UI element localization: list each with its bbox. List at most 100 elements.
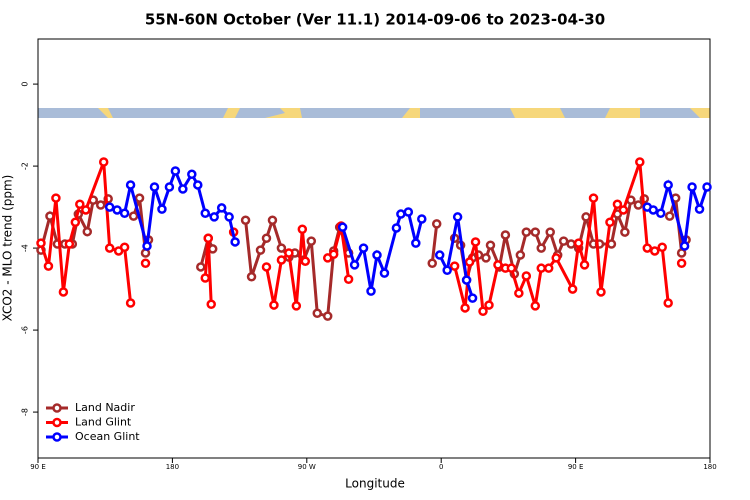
data-point (297, 224, 308, 234)
data-point (664, 211, 675, 221)
data-point (206, 299, 216, 310)
data-point (142, 241, 152, 251)
data-point (464, 257, 475, 267)
data-point (648, 205, 659, 215)
data-point (58, 287, 69, 297)
data-point (312, 308, 323, 319)
data-point (635, 157, 645, 167)
data-point (112, 205, 122, 215)
data-point (43, 261, 54, 271)
data-point (306, 236, 317, 246)
data-point (134, 193, 145, 203)
data-point (612, 199, 623, 209)
data-point (633, 200, 644, 210)
x-tick-label: 0 (439, 463, 443, 471)
data-point (187, 169, 197, 180)
data-point (566, 239, 576, 249)
data-point (521, 271, 532, 281)
data-point (620, 227, 630, 237)
data-point (515, 250, 526, 260)
data-point (493, 260, 503, 270)
data-point (411, 238, 421, 248)
data-point (679, 241, 690, 251)
data-point (403, 207, 414, 217)
data-point (514, 288, 524, 298)
data-point (45, 211, 55, 221)
data-point (140, 258, 151, 269)
data-point (478, 306, 488, 316)
data-point (372, 250, 382, 260)
x-tick-label: 180 (166, 463, 179, 471)
data-point (276, 243, 287, 253)
data-point (196, 262, 206, 272)
data-point (103, 194, 113, 204)
data-point (119, 242, 130, 253)
data-point (203, 233, 213, 244)
data-point (461, 275, 472, 285)
data-point (230, 237, 240, 247)
data-point (255, 245, 266, 255)
data-point (70, 217, 81, 228)
data-point (104, 243, 115, 253)
data-point (481, 253, 491, 263)
data-point (267, 215, 278, 225)
data-point (178, 184, 188, 194)
legend-swatch-marker (52, 417, 62, 428)
data-point (702, 182, 712, 192)
data-point (484, 300, 494, 310)
chart-title: 55N-60N October (Ver 11.1) 2014-09-06 to… (145, 11, 605, 29)
y-tick-label: -6 (21, 326, 30, 334)
legend-swatch-marker (52, 432, 62, 442)
data-point (485, 240, 496, 250)
data-point (606, 239, 617, 249)
y-axis-label: XCO2 - MLO trend (ppm) (1, 175, 15, 322)
data-point (157, 204, 167, 214)
data-point (261, 233, 272, 244)
data-point (452, 212, 463, 222)
land-ocean-strip (38, 108, 710, 118)
data-point (521, 227, 532, 237)
data-point (207, 244, 218, 254)
data-point (82, 226, 93, 237)
data-point (500, 230, 511, 240)
data-point (396, 209, 406, 219)
y-tick-label: 0 (21, 82, 30, 87)
data-point (349, 260, 360, 270)
data-point (642, 243, 653, 253)
data-point (470, 237, 481, 247)
data-point (164, 182, 175, 192)
data-point (649, 246, 660, 256)
data-point (530, 301, 541, 311)
y-tick-label: -8 (21, 408, 30, 416)
data-point (246, 272, 257, 282)
y-tick-label: -4 (21, 244, 30, 252)
x-tick-label: 90 E (30, 463, 46, 471)
data-point (322, 311, 333, 321)
data-point (427, 258, 437, 269)
data-point (261, 262, 272, 272)
data-point (536, 263, 547, 273)
data-point (193, 180, 203, 190)
data-point (449, 261, 460, 271)
data-point (75, 199, 85, 209)
data-point (328, 249, 339, 259)
data-point (581, 212, 591, 222)
data-point (343, 274, 354, 284)
series (37, 158, 685, 314)
strip-ocean (38, 108, 700, 118)
data-point (337, 222, 348, 232)
data-point (358, 243, 369, 253)
data-point (170, 166, 181, 176)
data-point (379, 268, 390, 278)
data-point (216, 203, 227, 213)
data-point (81, 205, 91, 215)
data-point (417, 214, 427, 224)
data-point (98, 157, 109, 167)
data-point (36, 238, 46, 248)
data-point (657, 242, 667, 253)
data-point (558, 236, 569, 246)
data-point (467, 293, 478, 303)
data-point (149, 182, 160, 192)
data-point (655, 208, 666, 218)
